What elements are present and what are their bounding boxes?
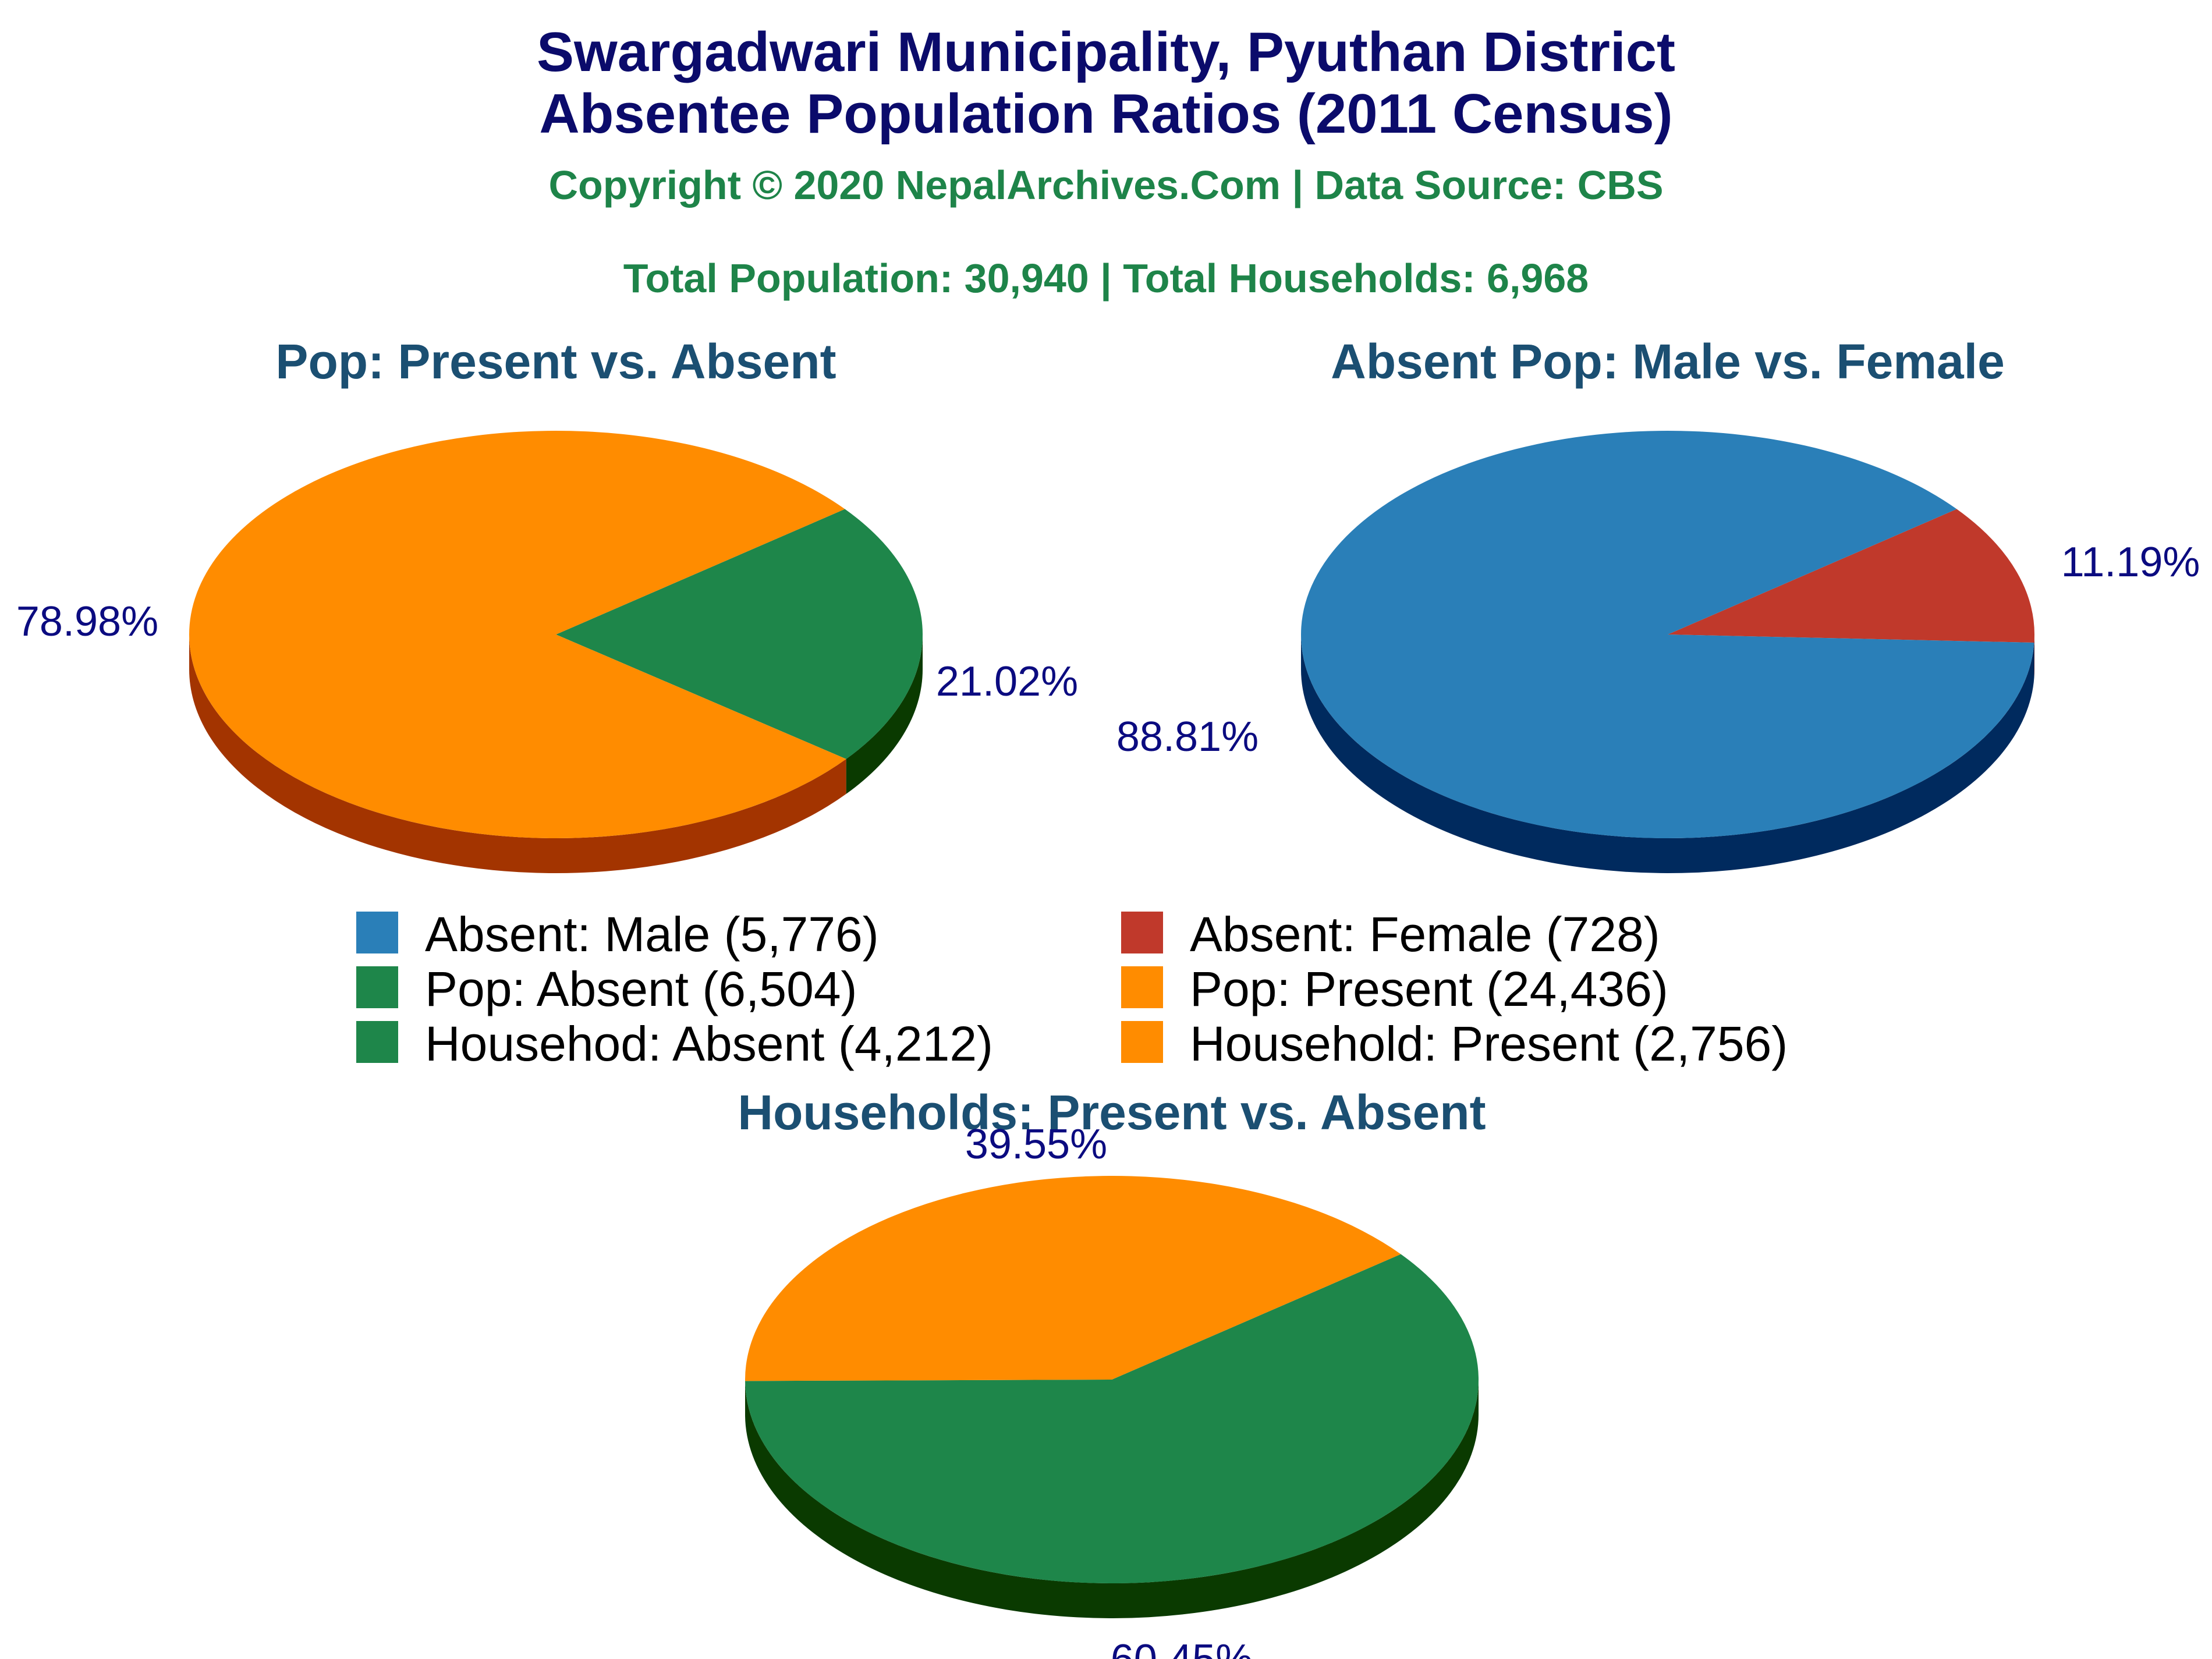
pie-slice-pop-absent xyxy=(556,509,923,759)
pie-side-pop-absent xyxy=(846,634,923,794)
pie-side-absent-male xyxy=(1301,634,2034,874)
legend-label-absent-female: Absent: Female (728) xyxy=(1190,907,1660,962)
pie-slice-pop-present xyxy=(189,431,846,838)
chart-title-line2: Absentee Population Ratios (2011 Census) xyxy=(539,83,1672,145)
pie-label-pop-absent: 21.02% xyxy=(936,658,1078,705)
legend-swatch-pop-absent xyxy=(356,966,398,1008)
copyright-text: Copyright © 2020 NepalArchives.Com | Dat… xyxy=(548,162,1663,208)
legend-swatch-pop-present xyxy=(1121,966,1163,1008)
pie-population-present-absent: Pop: Present vs. Absent 21.02% 78.98% xyxy=(16,334,1078,873)
legend-label-pop-absent: Pop: Absent (6,504) xyxy=(425,962,857,1016)
pie-title: Absent Pop: Male vs. Female xyxy=(1331,334,2005,389)
chart-title-line1: Swargadwari Municipality, Pyuthan Distri… xyxy=(537,21,1675,83)
legend-swatch-household-absent xyxy=(356,1021,398,1063)
legend-swatch-absent-male xyxy=(356,912,398,953)
pie-slice-househod-absent xyxy=(745,1254,1479,1583)
legend: Absent: Male (5,776) Absent: Female (728… xyxy=(356,907,1788,1071)
pie-label-absent-female: 11.19% xyxy=(2061,539,2200,586)
legend-swatch-absent-female xyxy=(1121,912,1163,953)
pie-side-pop-present xyxy=(189,634,846,873)
pie-title: Households: Present vs. Absent xyxy=(738,1085,1486,1140)
pie-slice-household-present xyxy=(745,1176,1401,1381)
legend-label-pop-present: Pop: Present (24,436) xyxy=(1190,962,1668,1016)
pie-slice-absent-male xyxy=(1301,430,2034,838)
pie-label-househod-absent: 60.45% xyxy=(1111,1636,1253,1659)
pie-label-pop-present: 78.98% xyxy=(16,598,158,645)
pie-absent-male-female: Absent Pop: Male vs. Female 11.19% 88.81% xyxy=(1116,334,2200,874)
pie-slice-absent-female xyxy=(1668,509,2034,643)
legend-label-household-absent: Househod: Absent (4,212) xyxy=(425,1016,993,1071)
pie-label-absent-male: 88.81% xyxy=(1116,714,1259,760)
legend-swatch-household-present xyxy=(1121,1021,1163,1063)
pie-households-present-absent: Households: Present vs. Absent 60.45% 39.5… xyxy=(738,1085,1486,1659)
pie-title: Pop: Present vs. Absent xyxy=(275,334,836,389)
totals-text: Total Population: 30,940 | Total Househo… xyxy=(623,256,1589,302)
pie-side-househod-absent xyxy=(745,1380,1479,1618)
legend-label-absent-male: Absent: Male (5,776) xyxy=(425,907,879,962)
legend-label-household-present: Household: Present (2,756) xyxy=(1190,1016,1788,1071)
pie-label-household-present: 39.55% xyxy=(965,1121,1107,1168)
